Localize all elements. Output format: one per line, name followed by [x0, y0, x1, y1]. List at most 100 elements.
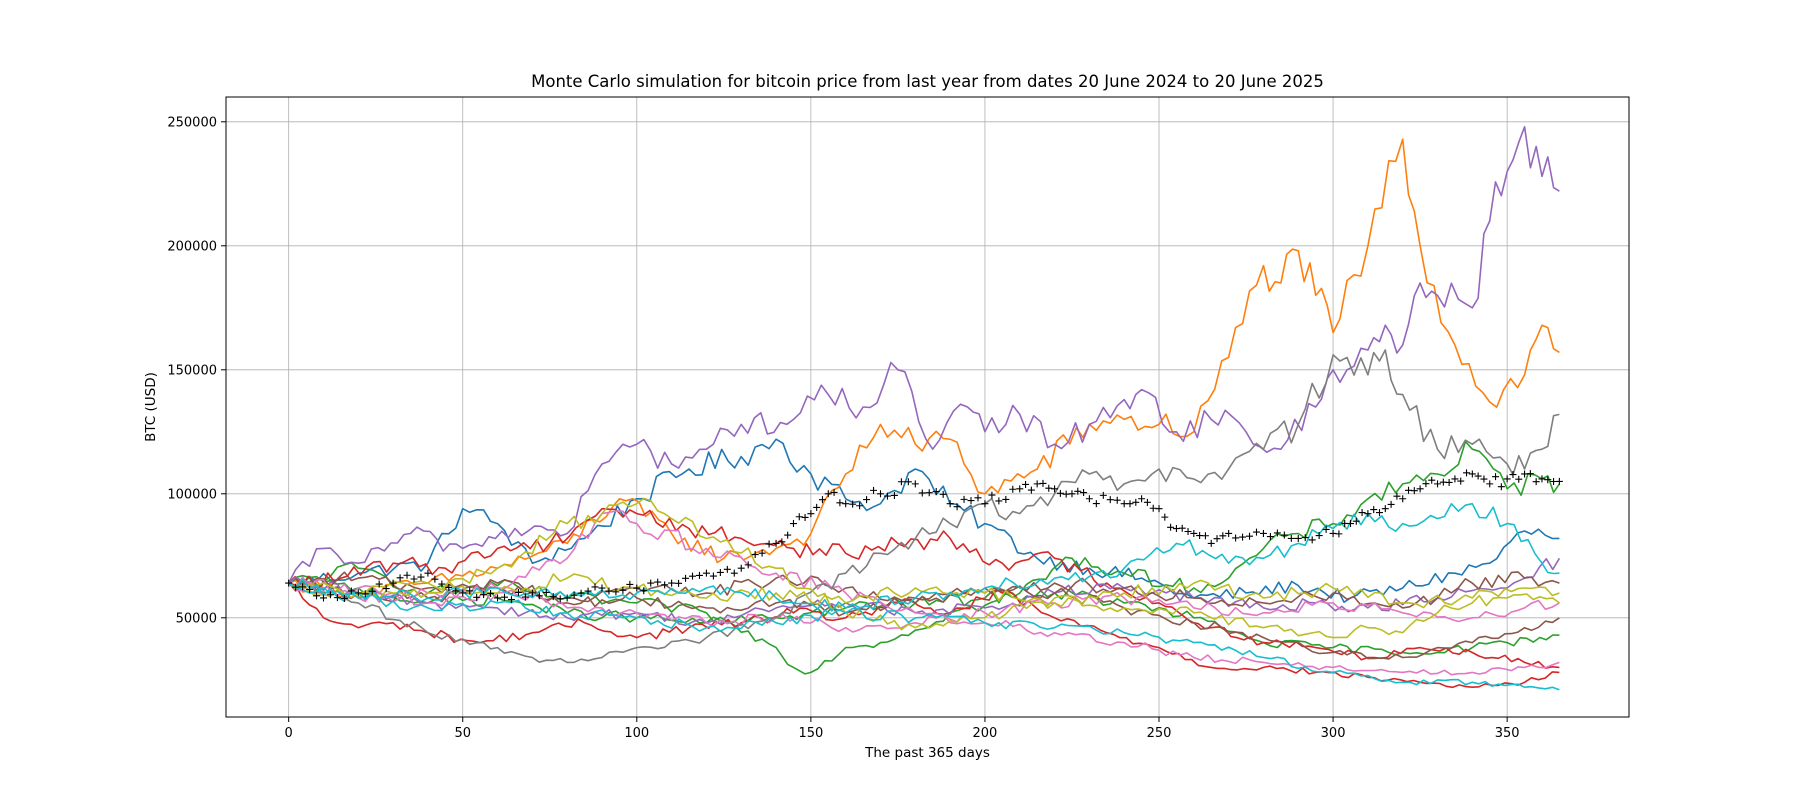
series-marker	[1132, 498, 1140, 506]
series-marker	[1225, 529, 1233, 537]
series-marker	[751, 551, 759, 559]
series-marker	[1143, 498, 1151, 506]
series-marker	[1232, 534, 1240, 542]
series-marker	[542, 588, 550, 596]
series-marker	[1544, 476, 1552, 484]
series-marker	[1486, 480, 1494, 488]
series-marker	[744, 561, 752, 569]
series-marker	[1370, 506, 1378, 514]
series-marker	[431, 575, 439, 583]
series-marker	[1045, 484, 1053, 492]
series-marker	[514, 588, 522, 596]
chart-title: Monte Carlo simulation for bitcoin price…	[531, 72, 1324, 91]
series-marker	[438, 580, 446, 588]
series-marker	[1538, 475, 1546, 483]
series-marker	[1161, 513, 1169, 521]
series-marker	[612, 588, 620, 596]
series-marker	[925, 489, 933, 497]
series-marker	[647, 579, 655, 587]
series-marker	[1434, 480, 1442, 488]
series-marker	[668, 579, 676, 587]
series-line	[288, 571, 1560, 609]
series-line	[288, 507, 1560, 669]
series-marker	[1016, 485, 1024, 493]
series-marker	[292, 583, 300, 591]
series-marker	[1315, 532, 1323, 540]
series-marker	[494, 594, 502, 602]
axis-ticks: 0 50 100 150 200 250 300 350 50000 100000 150000 20…	[167, 115, 1519, 741]
series-marker	[319, 594, 327, 602]
series-marker	[389, 579, 397, 587]
series-line	[288, 576, 1560, 656]
series-marker	[528, 589, 536, 597]
series-marker	[1308, 536, 1316, 544]
series-marker	[967, 497, 975, 505]
series-marker	[480, 591, 488, 599]
series-marker	[795, 513, 803, 521]
series-marker	[459, 589, 467, 597]
series-line	[288, 576, 1560, 633]
series-marker	[1352, 517, 1360, 525]
x-axis-label: The past 365 days	[864, 745, 990, 761]
series-marker	[988, 491, 996, 499]
series-marker	[507, 596, 515, 604]
series-marker	[1246, 532, 1254, 540]
series-marker	[1207, 539, 1215, 547]
series-marker	[856, 502, 864, 510]
series-marker	[382, 585, 390, 593]
series-marker	[897, 478, 905, 486]
series-marker	[403, 571, 411, 579]
series-marker	[1106, 496, 1114, 504]
series-marker	[702, 569, 710, 577]
series-marker	[1480, 475, 1488, 483]
series-marker	[1294, 534, 1302, 542]
series-marker	[1184, 527, 1192, 535]
series-marker	[911, 480, 919, 488]
series-marker	[1358, 509, 1366, 517]
series-marker	[1301, 534, 1309, 542]
series-marker	[1287, 534, 1295, 542]
series-marker	[1039, 479, 1047, 487]
series-marker	[730, 569, 738, 577]
series-marker	[1497, 483, 1505, 491]
series-marker	[1428, 476, 1436, 484]
series-marker	[883, 492, 891, 500]
series-marker	[549, 593, 557, 601]
series-marker	[689, 572, 697, 580]
series-marker	[789, 520, 797, 528]
series-marker	[709, 572, 717, 580]
series-marker	[577, 589, 585, 597]
x-tick-label: 0	[285, 726, 293, 741]
series-marker	[890, 491, 898, 499]
series-marker	[521, 593, 529, 601]
y-tick-label: 250000	[167, 115, 217, 130]
series-marker	[870, 486, 878, 494]
series-line	[288, 349, 1560, 664]
y-tick-label: 200000	[167, 239, 217, 254]
series-marker	[723, 565, 731, 573]
series-marker	[1022, 480, 1030, 488]
series-marker	[1099, 491, 1107, 499]
series-marker	[784, 531, 792, 539]
series-marker	[824, 490, 832, 498]
series-marker	[570, 591, 578, 599]
series-marker	[1068, 490, 1076, 498]
series-marker	[1387, 500, 1395, 508]
series-marker	[877, 490, 885, 498]
series-marker	[960, 495, 968, 503]
series-marker	[1002, 495, 1010, 503]
series-marker	[836, 499, 844, 507]
series-marker	[1219, 532, 1227, 540]
series-marker	[974, 494, 982, 502]
series-marker	[772, 539, 780, 547]
series-lines	[285, 126, 1563, 691]
series-marker	[1155, 505, 1163, 513]
series-marker	[1335, 530, 1343, 538]
series-marker	[778, 538, 786, 546]
series-marker	[466, 587, 474, 595]
series-marker	[1167, 523, 1175, 531]
plot-frame	[225, 96, 1630, 718]
series-marker	[1273, 529, 1281, 537]
series-line	[288, 502, 1560, 612]
